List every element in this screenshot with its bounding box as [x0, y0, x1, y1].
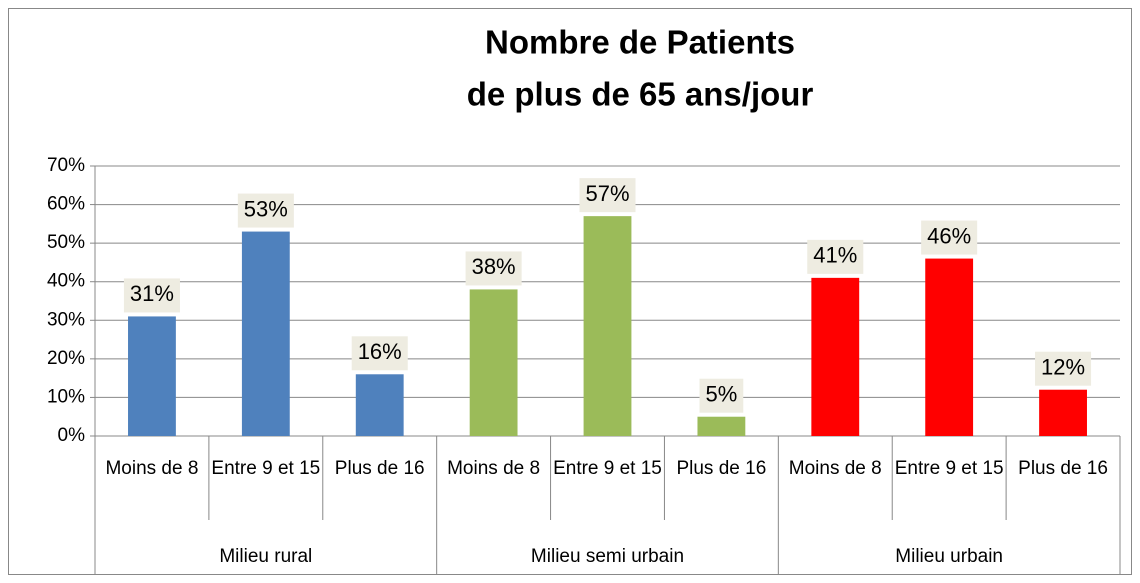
y-tick-label: 60%: [47, 194, 85, 215]
data-label: 5%: [705, 382, 737, 407]
data-label: 41%: [813, 243, 857, 268]
x-tick-label: Entre 9 et 15: [211, 458, 321, 479]
bar: [1039, 389, 1087, 436]
data-label-box: [579, 178, 636, 213]
x-tick-label: Moins de 8: [788, 458, 882, 479]
data-label: 57%: [585, 181, 629, 206]
data-label-box: [123, 278, 180, 313]
group-label: Milieu rural: [219, 546, 313, 567]
y-tick-label: 30%: [47, 309, 85, 330]
bar: [811, 277, 860, 436]
data-label: 31%: [130, 281, 174, 306]
y-tick-label: 40%: [47, 271, 85, 292]
y-tick-label: 50%: [47, 232, 85, 253]
data-label-box: [237, 193, 294, 228]
y-tick-label: 0%: [58, 425, 86, 446]
x-tick-label: Plus de 16: [1018, 458, 1108, 479]
chart-title: de plus de 65 ans/jour: [467, 76, 814, 113]
data-label-box: [351, 336, 408, 371]
x-tick-label: Entre 9 et 15: [894, 458, 1004, 479]
x-tick-label: Plus de 16: [676, 458, 767, 479]
data-label: 16%: [358, 339, 402, 364]
bar: [355, 374, 404, 436]
bar: [128, 316, 176, 436]
data-label-box: [465, 251, 522, 286]
data-label-box: [699, 378, 744, 413]
data-label: 38%: [472, 254, 516, 279]
data-label: 12%: [1041, 355, 1085, 380]
group-label: Milieu urbain: [895, 546, 1004, 567]
data-label-box: [1035, 351, 1092, 386]
bar: [925, 258, 974, 436]
x-tick-label: Plus de 16: [334, 458, 425, 479]
x-tick-label: Moins de 8: [447, 458, 541, 479]
data-label: 53%: [244, 196, 288, 221]
bar: [469, 289, 518, 436]
y-tick-label: 10%: [47, 386, 85, 407]
chart-title: Nombre de Patients: [485, 24, 795, 61]
bar: [583, 216, 632, 436]
data-label-box: [921, 220, 978, 255]
data-label: 46%: [927, 223, 971, 248]
x-tick-label: Moins de 8: [105, 458, 199, 479]
y-tick-label: 20%: [47, 348, 85, 369]
y-tick-label: 70%: [47, 155, 85, 176]
bar: [241, 231, 290, 436]
x-tick-label: Entre 9 et 15: [553, 458, 662, 479]
data-label-box: [807, 239, 864, 274]
group-label: Milieu semi urbain: [530, 546, 685, 567]
bar: [697, 416, 746, 436]
